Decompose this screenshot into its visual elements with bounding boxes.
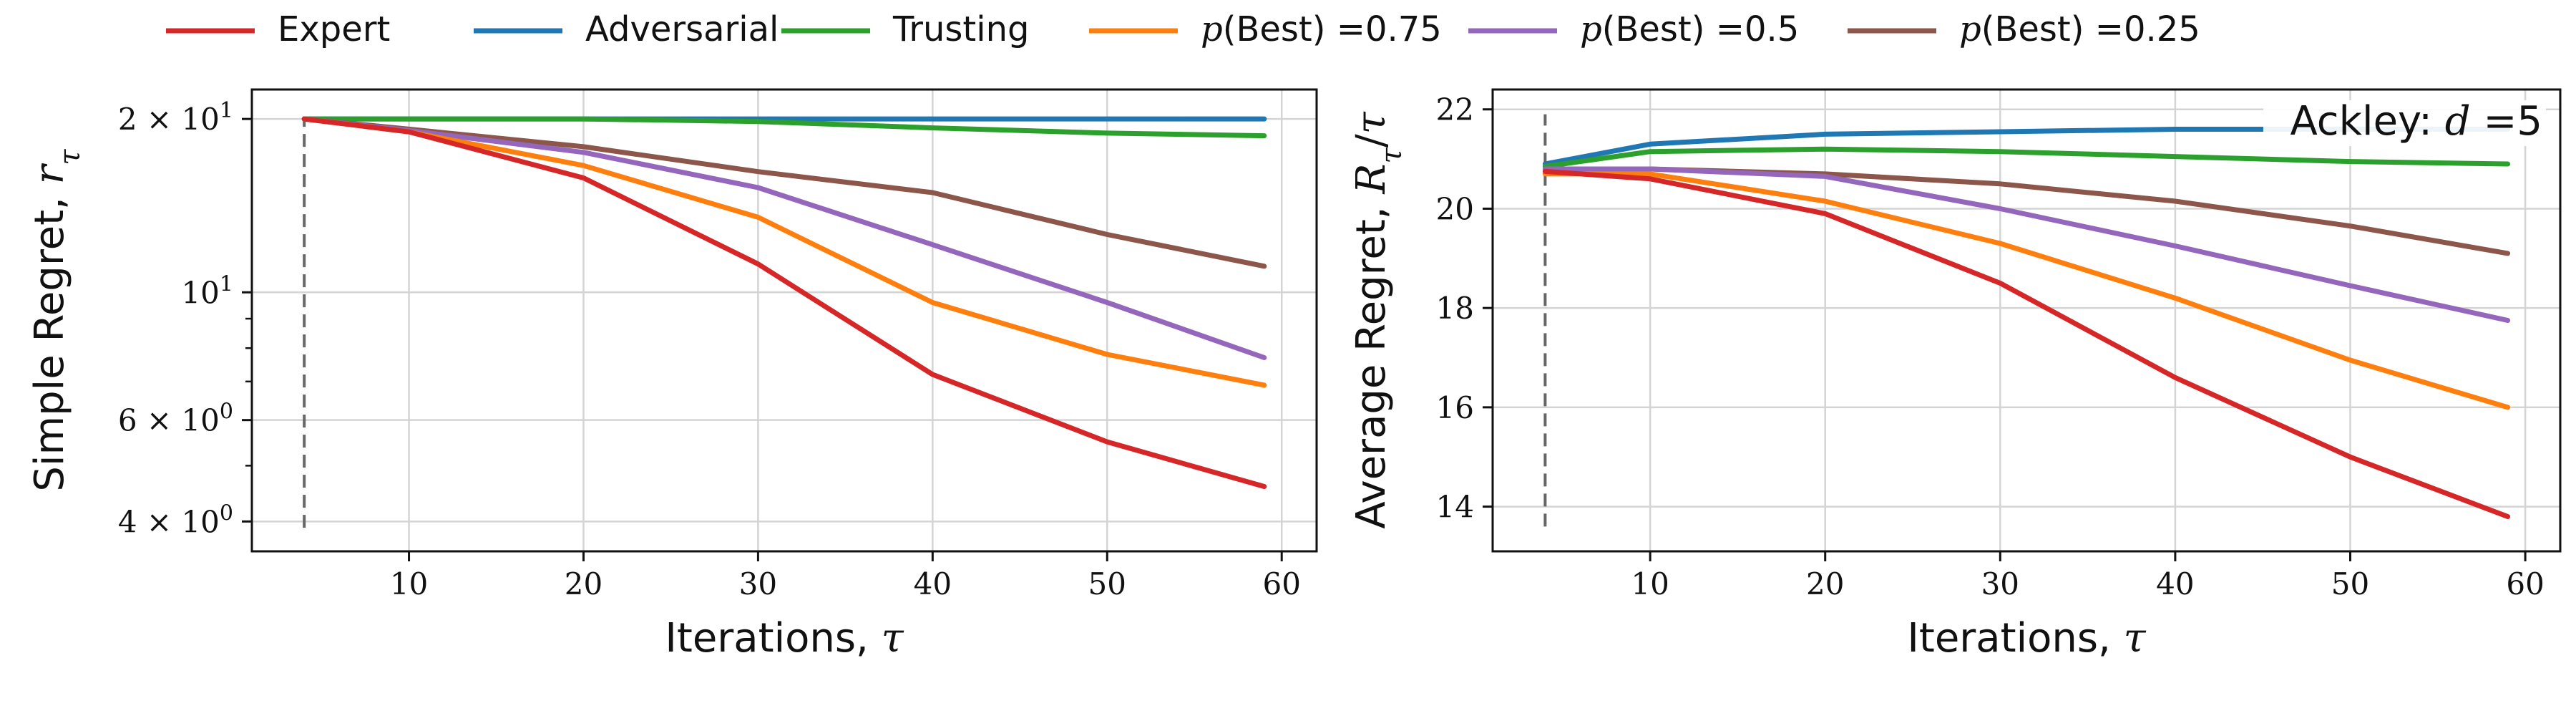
x-tick-label: 10 (1631, 566, 1669, 601)
y-tick-label: 4 × 100 (118, 500, 233, 540)
axes-frame (1491, 88, 2562, 553)
series-line (1542, 166, 2511, 323)
x-axis-label: Iterations, τ (1907, 615, 2146, 662)
x-tick-label: 30 (1981, 566, 2019, 601)
y-tick-label: 20 (1436, 191, 1474, 226)
legend-label: Expert (278, 9, 390, 49)
chart-simple-regret: 10 20 30 40 50 60 2 × 101 101 6 × 100 4 × 100 Iter… (26, 88, 1318, 662)
legend-label: p(Best) =0.5 (1580, 9, 1799, 49)
y-tick-label: 22 (1436, 92, 1474, 127)
series-line (1542, 168, 2511, 519)
legend-label: Trusting (892, 9, 1029, 49)
x-tick-label: 60 (2506, 566, 2544, 601)
series-line (1542, 146, 2511, 169)
x-tick-label: 20 (1806, 566, 1844, 601)
legend: Expert Adversarial Trusting p(Best) =0.75 p(… (166, 9, 2200, 49)
x-tick-label: 30 (739, 566, 777, 601)
x-axis-label: Iterations, τ (665, 615, 904, 662)
y-tick-label: 16 (1436, 390, 1474, 425)
y-axis-label: Average Regret, Rτ/τ (1348, 111, 1408, 528)
x-tick-label: 40 (914, 566, 952, 601)
series-line (301, 116, 1267, 489)
y-tick-label: 2 × 101 (118, 98, 233, 137)
x-tick-label: 50 (2331, 566, 2369, 601)
axes-frame (250, 88, 1318, 553)
annotation-background (2263, 100, 2546, 146)
y-tick-label: 18 (1436, 291, 1474, 326)
chart-average-regret: 10 20 30 40 50 60 14 16 18 20 22 Iterations, τ Avera… (1348, 88, 2562, 662)
legend-label: p(Best) =0.75 (1201, 9, 1442, 49)
y-axis-label: Simple Regret, rτ (26, 149, 87, 492)
legend-label: p(Best) =0.25 (1959, 9, 2200, 49)
y-tick-label: 101 (181, 271, 233, 311)
x-tick-label: 60 (1262, 566, 1300, 601)
series-line (301, 116, 1267, 388)
x-tick-label: 40 (2156, 566, 2194, 601)
x-tick-label: 10 (390, 566, 428, 601)
series-line (1542, 171, 2511, 410)
series-line (301, 116, 1267, 139)
x-tick-label: 50 (1088, 566, 1126, 601)
annotation-label: Ackley: d =5 (2290, 98, 2542, 145)
y-tick-label: 6 × 100 (118, 399, 233, 438)
y-tick-label: 14 (1436, 490, 1474, 525)
legend-label: Adversarial (585, 9, 779, 49)
x-tick-label: 20 (565, 566, 602, 601)
